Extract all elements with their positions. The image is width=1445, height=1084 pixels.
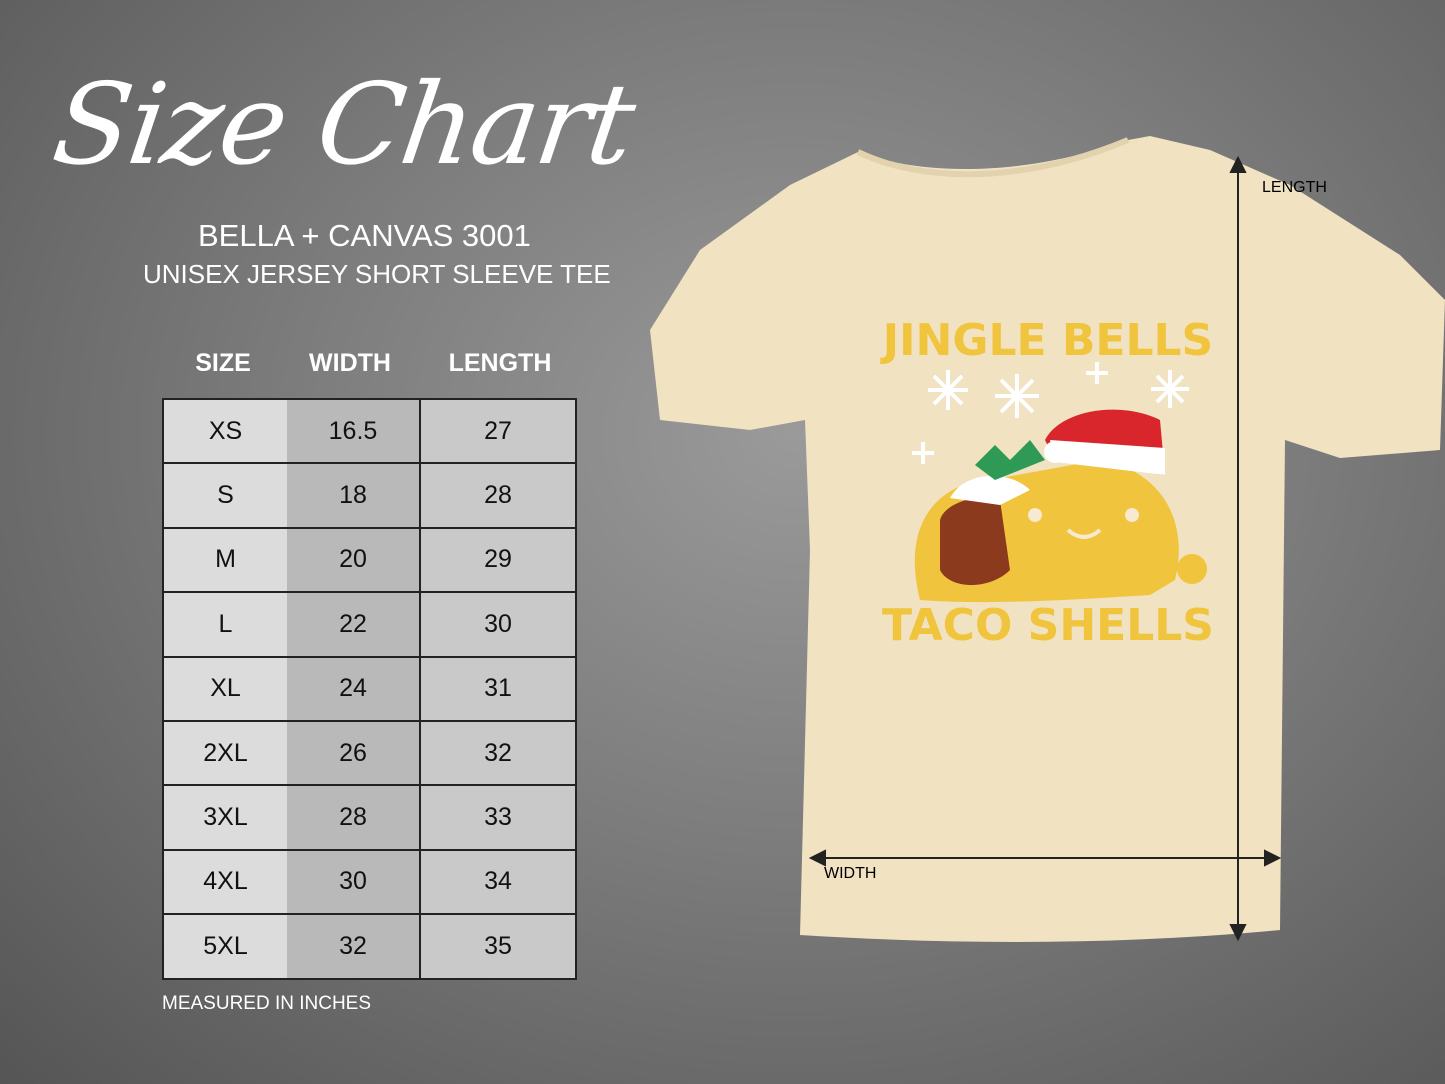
length-arrow [1229, 155, 1247, 942]
graphic-text-bottom: TACO SHELLS [882, 600, 1214, 651]
units-note: MEASURED IN INCHES [162, 993, 372, 1014]
cell-width: 18 [287, 462, 421, 529]
cell-length: 29 [419, 526, 577, 594]
size-row: S 18 28 [162, 462, 577, 529]
size-row: XL 24 31 [162, 655, 577, 722]
width-arrow [808, 849, 1282, 867]
size-row: M 20 29 [162, 526, 577, 594]
todd-art-logo [1177, 554, 1207, 584]
cell-width: 26 [287, 719, 421, 787]
size-row: XS 16.5 27 [162, 397, 577, 465]
size-row: 4XL 30 34 [162, 848, 577, 916]
size-table: XS 16.5 27 S 18 28 M 20 29 L 22 30 XL 24 31 2XL 26 32 3XL 2… [162, 397, 577, 980]
length-label: LENGTH [1262, 179, 1327, 196]
column-header-width: WIDTH [309, 349, 391, 377]
column-header-size: SIZE [195, 349, 251, 377]
cell-width: 16.5 [287, 397, 421, 465]
cell-width: 22 [287, 591, 421, 658]
tshirt-collar [856, 137, 1130, 178]
size-row: L 22 30 [162, 591, 577, 658]
cell-length: 30 [419, 591, 577, 658]
cell-size: XS [162, 397, 287, 465]
cell-length: 32 [419, 719, 577, 787]
cell-size: 2XL [162, 719, 287, 787]
size-row: 5XL 32 35 [162, 913, 577, 980]
cell-length: 35 [419, 913, 577, 980]
cell-length: 31 [419, 655, 577, 722]
cell-width: 32 [287, 913, 421, 980]
cell-width: 30 [287, 848, 421, 916]
cell-length: 27 [419, 397, 577, 465]
cell-width: 28 [287, 784, 421, 851]
brand-model: BELLA + CANVAS 3001 [198, 218, 531, 253]
cell-size: XL [162, 655, 287, 722]
size-row: 3XL 28 33 [162, 784, 577, 851]
graphic-text-top: JINGLE BELLS [880, 315, 1213, 366]
column-header-length: LENGTH [448, 349, 552, 377]
cell-size: 4XL [162, 848, 287, 916]
taco-graphic [914, 409, 1207, 603]
cell-size: S [162, 462, 287, 529]
cell-size: 5XL [162, 913, 287, 980]
cell-size: M [162, 526, 287, 594]
cell-width: 20 [287, 526, 421, 594]
cell-width: 24 [287, 655, 421, 722]
width-label: WIDTH [824, 865, 876, 882]
cell-length: 28 [419, 462, 577, 529]
cell-size: 3XL [162, 784, 287, 851]
size-row: 2XL 26 32 [162, 719, 577, 787]
snowflake-icons [912, 362, 1189, 464]
cell-length: 34 [419, 848, 577, 916]
cell-length: 33 [419, 784, 577, 851]
product-subtitle: UNISEX JERSEY SHORT SLEEVE TEE [143, 259, 611, 289]
cell-size: L [162, 591, 287, 658]
